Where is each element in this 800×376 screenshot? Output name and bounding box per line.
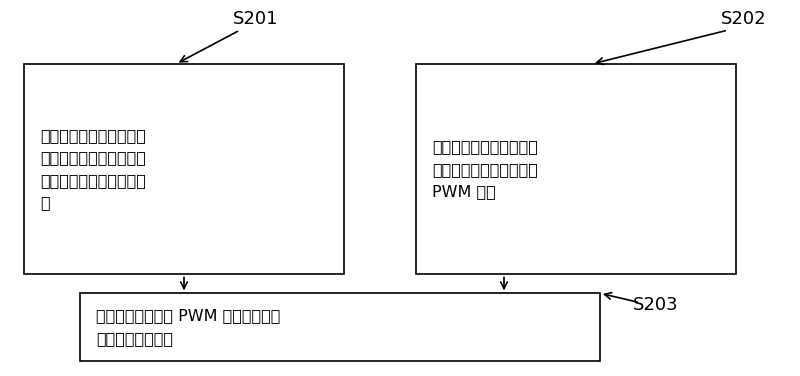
Text: 将模拟直流电流与 PWM 电流叠加作为
光源驱动电流输出: 将模拟直流电流与 PWM 电流叠加作为 光源驱动电流输出 [96, 309, 280, 346]
Bar [416, 64, 736, 274]
Text: S202: S202 [721, 10, 767, 28]
Text: 将环境光亮度乘差值调整
系数转换成第一电流，所
述第一电流为模拟直流电
流: 将环境光亮度乘差值调整 系数转换成第一电流，所 述第一电流为模拟直流电 流 [40, 128, 146, 210]
Text: S203: S203 [633, 296, 679, 314]
Text: 将输入图像亮度转换成第
二电流，所述第二电流为
PWM 电流: 将输入图像亮度转换成第 二电流，所述第二电流为 PWM 电流 [432, 139, 538, 199]
Bar [24, 64, 344, 274]
Text: S201: S201 [234, 10, 278, 28]
Bar [80, 293, 600, 361]
